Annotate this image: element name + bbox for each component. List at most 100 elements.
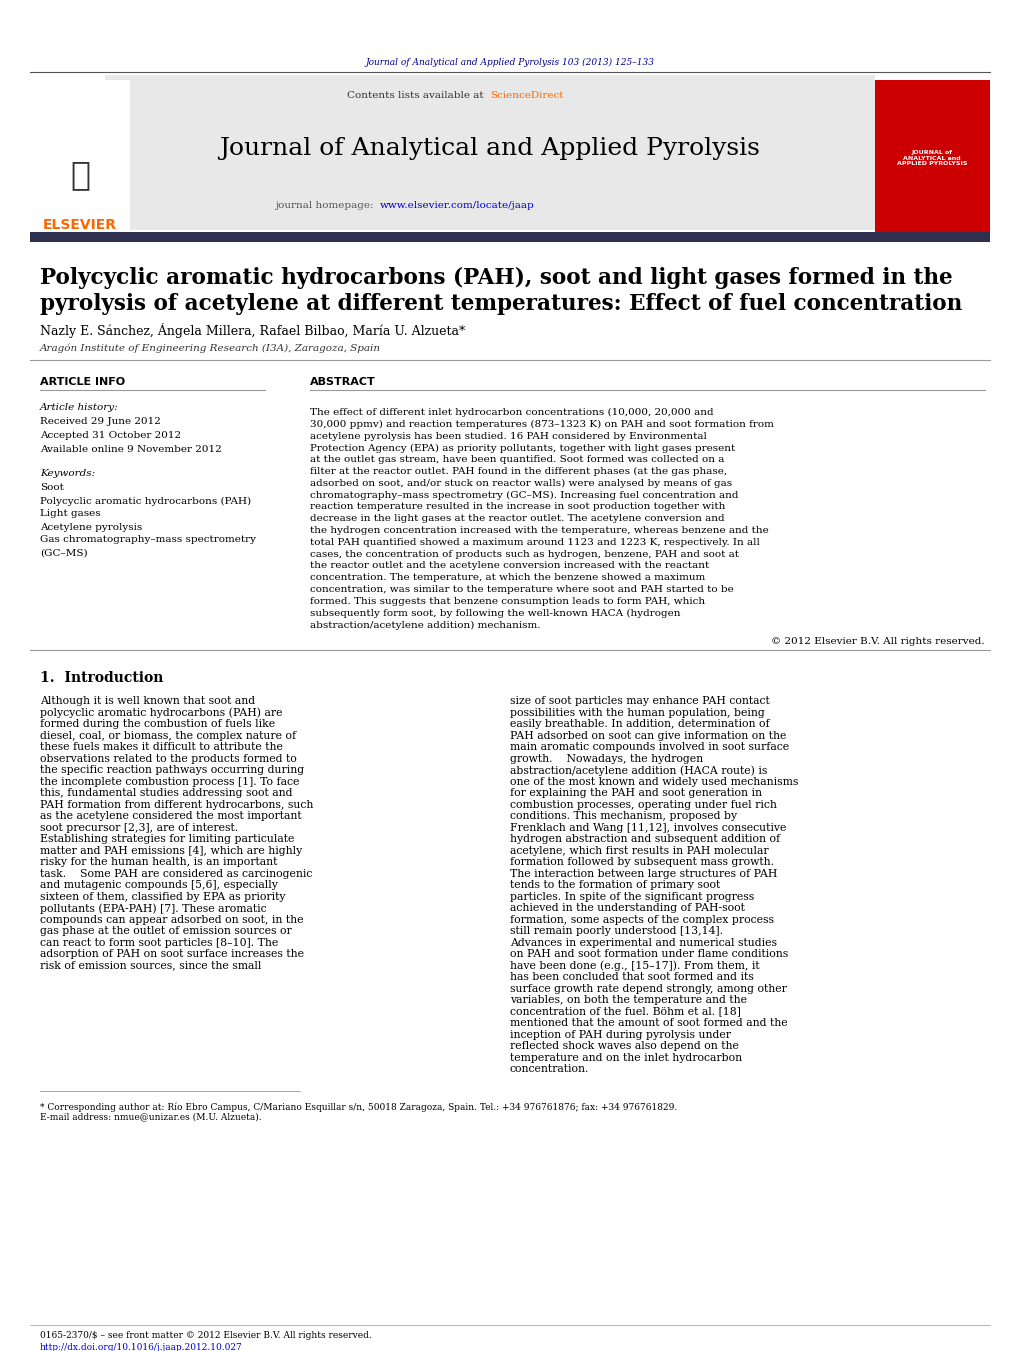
Bar — [874, 80, 989, 235]
Text: ABSTRACT: ABSTRACT — [310, 377, 375, 386]
Text: formation followed by subsequent mass growth.: formation followed by subsequent mass gr… — [510, 857, 773, 867]
Text: conditions. This mechanism, proposed by: conditions. This mechanism, proposed by — [510, 811, 737, 821]
Text: abstraction/acetylene addition) mechanism.: abstraction/acetylene addition) mechanis… — [310, 620, 540, 630]
Text: adsorbed on soot, and/or stuck on reactor walls) were analysed by means of gas: adsorbed on soot, and/or stuck on reacto… — [310, 478, 732, 488]
Text: possibilities with the human population, being: possibilities with the human population,… — [510, 708, 764, 717]
Text: matter and PAH emissions [4], which are highly: matter and PAH emissions [4], which are … — [40, 846, 302, 855]
Text: ARTICLE INFO: ARTICLE INFO — [40, 377, 125, 386]
Text: Journal of Analytical and Applied Pyrolysis: Journal of Analytical and Applied Pyroly… — [219, 136, 760, 159]
Text: Polycyclic aromatic hydrocarbons (PAH), soot and light gases formed in the: Polycyclic aromatic hydrocarbons (PAH), … — [40, 267, 952, 289]
Text: The effect of different inlet hydrocarbon concentrations (10,000, 20,000 and: The effect of different inlet hydrocarbo… — [310, 408, 713, 417]
Text: at the outlet gas stream, have been quantified. Soot formed was collected on a: at the outlet gas stream, have been quan… — [310, 455, 723, 465]
Text: Advances in experimental and numerical studies: Advances in experimental and numerical s… — [510, 938, 776, 947]
Text: concentration. The temperature, at which the benzene showed a maximum: concentration. The temperature, at which… — [310, 573, 704, 582]
Text: and mutagenic compounds [5,6], especially: and mutagenic compounds [5,6], especiall… — [40, 881, 277, 890]
Text: combustion processes, operating under fuel rich: combustion processes, operating under fu… — [510, 800, 776, 809]
Text: the specific reaction pathways occurring during: the specific reaction pathways occurring… — [40, 765, 304, 775]
Text: these fuels makes it difficult to attribute the: these fuels makes it difficult to attrib… — [40, 742, 282, 753]
Text: cases, the concentration of products such as hydrogen, benzene, PAH and soot at: cases, the concentration of products suc… — [310, 550, 739, 558]
Text: on PAH and soot formation under flame conditions: on PAH and soot formation under flame co… — [510, 950, 788, 959]
Bar — [30, 80, 129, 235]
Text: Contents lists available at: Contents lists available at — [346, 91, 489, 100]
Text: Aragón Institute of Engineering Research (I3A), Zaragoza, Spain: Aragón Institute of Engineering Research… — [40, 343, 381, 353]
Text: have been done (e.g., [15–17]). From them, it: have been done (e.g., [15–17]). From the… — [510, 961, 759, 971]
Text: size of soot particles may enhance PAH contact: size of soot particles may enhance PAH c… — [510, 696, 769, 707]
Text: subsequently form soot, by following the well-known HACA (hydrogen: subsequently form soot, by following the… — [310, 608, 680, 617]
Text: Acetylene pyrolysis: Acetylene pyrolysis — [40, 523, 142, 531]
Text: Received 29 June 2012: Received 29 June 2012 — [40, 417, 161, 427]
Text: 🌳: 🌳 — [70, 158, 90, 192]
Bar — [105, 76, 874, 230]
Text: tends to the formation of primary soot: tends to the formation of primary soot — [510, 881, 719, 890]
Text: journal homepage:: journal homepage: — [275, 200, 380, 209]
Text: reaction temperature resulted in the increase in soot production together with: reaction temperature resulted in the inc… — [310, 503, 725, 512]
Text: 0165-2370/$ – see front matter © 2012 Elsevier B.V. All rights reserved.: 0165-2370/$ – see front matter © 2012 El… — [40, 1331, 371, 1339]
Text: the incomplete combustion process [1]. To face: the incomplete combustion process [1]. T… — [40, 777, 300, 786]
Text: The interaction between large structures of PAH: The interaction between large structures… — [510, 869, 776, 878]
Text: E-mail address: nmue@unizar.es (M.U. Alzueta).: E-mail address: nmue@unizar.es (M.U. Alz… — [40, 1113, 261, 1121]
Text: still remain poorly understood [13,14].: still remain poorly understood [13,14]. — [510, 927, 722, 936]
Text: acetylene pyrolysis has been studied. 16 PAH considered by Environmental: acetylene pyrolysis has been studied. 16… — [310, 431, 706, 440]
Text: diesel, coal, or biomass, the complex nature of: diesel, coal, or biomass, the complex na… — [40, 731, 296, 740]
Text: risky for the human health, is an important: risky for the human health, is an import… — [40, 857, 277, 867]
Text: JOURNAL of
ANALYTICAL and
APPLIED PYROLYSIS: JOURNAL of ANALYTICAL and APPLIED PYROLY… — [896, 150, 966, 166]
Text: task.    Some PAH are considered as carcinogenic: task. Some PAH are considered as carcino… — [40, 869, 312, 878]
Text: concentration, was similar to the temperature where soot and PAH started to be: concentration, was similar to the temper… — [310, 585, 733, 594]
Text: formed during the combustion of fuels like: formed during the combustion of fuels li… — [40, 719, 275, 730]
Text: www.elsevier.com/locate/jaap: www.elsevier.com/locate/jaap — [380, 200, 534, 209]
Text: concentration of the fuel. Böhm et al. [18]: concentration of the fuel. Böhm et al. [… — [510, 1006, 740, 1017]
Text: achieved in the understanding of PAH-soot: achieved in the understanding of PAH-soo… — [510, 904, 744, 913]
Text: formed. This suggests that benzene consumption leads to form PAH, which: formed. This suggests that benzene consu… — [310, 597, 704, 605]
Text: acetylene, which first results in PAH molecular: acetylene, which first results in PAH mo… — [510, 846, 768, 855]
Text: mentioned that the amount of soot formed and the: mentioned that the amount of soot formed… — [510, 1019, 787, 1028]
Text: can react to form soot particles [8–10]. The: can react to form soot particles [8–10].… — [40, 938, 278, 947]
Text: hydrogen abstraction and subsequent addition of: hydrogen abstraction and subsequent addi… — [510, 834, 780, 844]
Text: (GC–MS): (GC–MS) — [40, 549, 88, 558]
Text: gas phase at the outlet of emission sources or: gas phase at the outlet of emission sour… — [40, 927, 291, 936]
Text: abstraction/acetylene addition (HACA route) is: abstraction/acetylene addition (HACA rou… — [510, 765, 766, 775]
Text: Frenklach and Wang [11,12], involves consecutive: Frenklach and Wang [11,12], involves con… — [510, 823, 786, 832]
Text: filter at the reactor outlet. PAH found in the different phases (at the gas phas: filter at the reactor outlet. PAH found … — [310, 467, 727, 476]
Text: total PAH quantified showed a maximum around 1123 and 1223 K, respectively. In a: total PAH quantified showed a maximum ar… — [310, 538, 759, 547]
Text: Gas chromatography–mass spectrometry: Gas chromatography–mass spectrometry — [40, 535, 256, 544]
Text: Polycyclic aromatic hydrocarbons (PAH): Polycyclic aromatic hydrocarbons (PAH) — [40, 496, 251, 505]
Text: variables, on both the temperature and the: variables, on both the temperature and t… — [510, 996, 746, 1005]
Text: the reactor outlet and the acetylene conversion increased with the reactant: the reactor outlet and the acetylene con… — [310, 562, 708, 570]
Text: concentration.: concentration. — [510, 1065, 589, 1074]
Text: 30,000 ppmv) and reaction temperatures (873–1323 K) on PAH and soot formation fr: 30,000 ppmv) and reaction temperatures (… — [310, 420, 773, 428]
Text: ELSEVIER: ELSEVIER — [43, 218, 117, 232]
Text: Keywords:: Keywords: — [40, 470, 95, 478]
Text: observations related to the products formed to: observations related to the products for… — [40, 754, 297, 763]
Text: Although it is well known that soot and: Although it is well known that soot and — [40, 696, 255, 707]
Text: chromatography–mass spectrometry (GC–MS). Increasing fuel concentration and: chromatography–mass spectrometry (GC–MS)… — [310, 490, 738, 500]
Text: easily breathable. In addition, determination of: easily breathable. In addition, determin… — [510, 719, 769, 730]
Text: compounds can appear adsorbed on soot, in the: compounds can appear adsorbed on soot, i… — [40, 915, 304, 924]
Text: Journal of Analytical and Applied Pyrolysis 103 (2013) 125–133: Journal of Analytical and Applied Pyroly… — [365, 58, 654, 66]
Text: PAH formation from different hydrocarbons, such: PAH formation from different hydrocarbon… — [40, 800, 313, 809]
Text: Article history:: Article history: — [40, 404, 118, 412]
Text: http://dx.doi.org/10.1016/j.jaap.2012.10.027: http://dx.doi.org/10.1016/j.jaap.2012.10… — [40, 1343, 243, 1351]
Text: soot precursor [2,3], are of interest.: soot precursor [2,3], are of interest. — [40, 823, 237, 832]
Text: particles. In spite of the significant progress: particles. In spite of the significant p… — [510, 892, 753, 901]
Text: formation, some aspects of the complex process: formation, some aspects of the complex p… — [510, 915, 773, 924]
Text: PAH adsorbed on soot can give information on the: PAH adsorbed on soot can give informatio… — [510, 731, 786, 740]
Text: surface growth rate depend strongly, among other: surface growth rate depend strongly, amo… — [510, 984, 786, 994]
Text: adsorption of PAH on soot surface increases the: adsorption of PAH on soot surface increa… — [40, 950, 304, 959]
Text: as the acetylene considered the most important: as the acetylene considered the most imp… — [40, 811, 302, 821]
Text: Accepted 31 October 2012: Accepted 31 October 2012 — [40, 431, 181, 440]
Text: Establishing strategies for limiting particulate: Establishing strategies for limiting par… — [40, 834, 294, 844]
Text: one of the most known and widely used mechanisms: one of the most known and widely used me… — [510, 777, 798, 786]
Bar — [30, 232, 989, 242]
Text: 1.  Introduction: 1. Introduction — [40, 671, 163, 685]
Text: decrease in the light gases at the reactor outlet. The acetylene conversion and: decrease in the light gases at the react… — [310, 515, 723, 523]
Text: polycyclic aromatic hydrocarbons (PAH) are: polycyclic aromatic hydrocarbons (PAH) a… — [40, 708, 282, 719]
Text: this, fundamental studies addressing soot and: this, fundamental studies addressing soo… — [40, 788, 292, 798]
Text: pollutants (EPA-PAH) [7]. These aromatic: pollutants (EPA-PAH) [7]. These aromatic — [40, 904, 266, 913]
Text: pyrolysis of acetylene at different temperatures: Effect of fuel concentration: pyrolysis of acetylene at different temp… — [40, 293, 961, 315]
Text: © 2012 Elsevier B.V. All rights reserved.: © 2012 Elsevier B.V. All rights reserved… — [770, 638, 984, 646]
Text: ScienceDirect: ScienceDirect — [489, 91, 562, 100]
Text: main aromatic compounds involved in soot surface: main aromatic compounds involved in soot… — [510, 742, 789, 753]
Text: reflected shock waves also depend on the: reflected shock waves also depend on the — [510, 1042, 738, 1051]
Text: temperature and on the inlet hydrocarbon: temperature and on the inlet hydrocarbon — [510, 1052, 742, 1063]
Text: risk of emission sources, since the small: risk of emission sources, since the smal… — [40, 961, 261, 971]
